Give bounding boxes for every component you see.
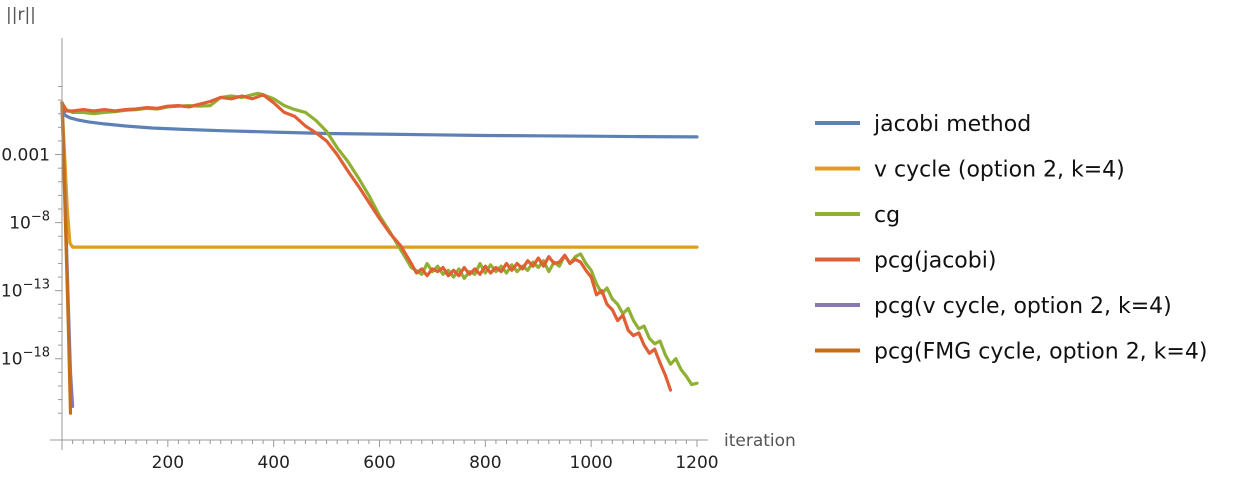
legend-label: pcg(v cycle, option 2, k=4) [874, 294, 1172, 319]
series-line-v-cycle-option-2-k-4 [60, 101, 699, 249]
series-line-cg [60, 91, 699, 387]
series-line-pcg-fmg-cycle-option-2-k-4 [60, 101, 73, 415]
y-tick-label: 10−18 [1, 346, 50, 370]
axes [50, 38, 708, 450]
legend-label: v cycle (option 2, k=4) [874, 158, 1125, 183]
legend: jacobi method v cycle (option 2, k=4) cg pc… [815, 112, 1207, 365]
y-tick-label: 10−8 [9, 210, 50, 234]
x-ticks: 200 400 600 800 1000 1200 [72, 440, 719, 473]
y-tick-label: 0.001 [1, 146, 50, 166]
x-tick-label: 600 [363, 453, 395, 473]
x-tick-label: 400 [257, 453, 289, 473]
x-axis-label: iteration [724, 431, 796, 451]
legend-label: pcg(FMG cycle, option 2, k=4) [874, 340, 1207, 365]
x-tick-label: 200 [152, 453, 184, 473]
x-tick-label: 1200 [675, 453, 718, 473]
x-tick-label: 1000 [570, 453, 613, 473]
x-tick-label: 800 [469, 453, 501, 473]
y-tick-label: 10−13 [1, 278, 50, 302]
legend-label: jacobi method [873, 112, 1031, 137]
series-line-jacobi-method [60, 101, 699, 139]
series-line-pcg-jacobi [60, 93, 673, 392]
y-axis-label: ||r|| [6, 5, 36, 25]
legend-label: pcg(jacobi) [874, 249, 996, 274]
legend-label: cg [874, 203, 900, 228]
y-ticks: 0.001 10−8 10−13 10−18 [1, 86, 62, 414]
series-layer [60, 91, 699, 415]
